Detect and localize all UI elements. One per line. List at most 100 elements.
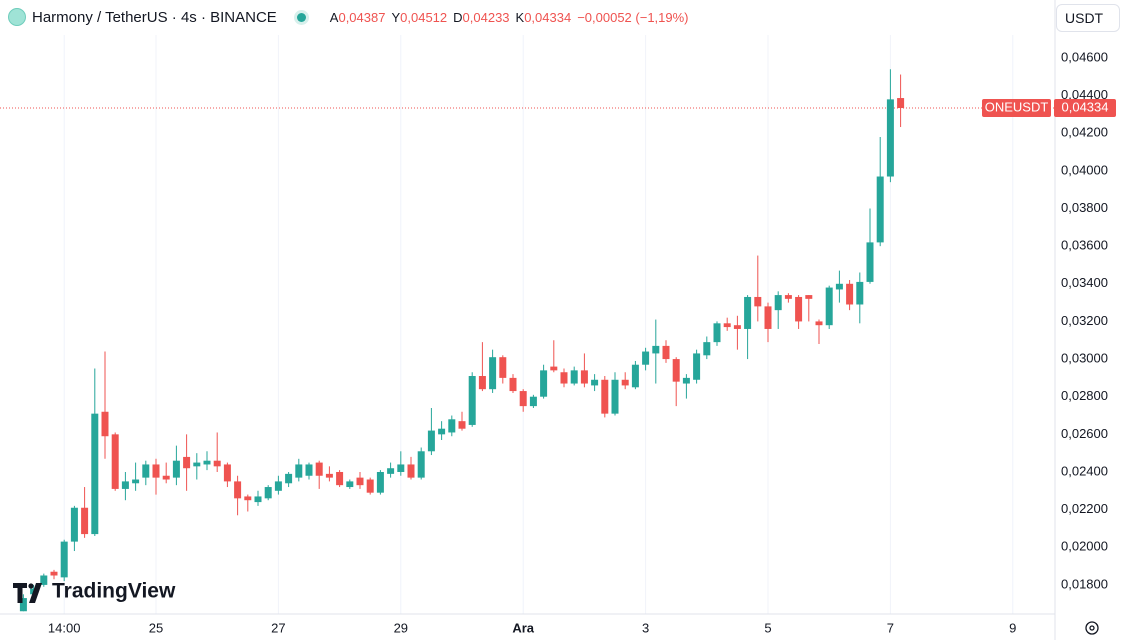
candle-body: [621, 379, 629, 386]
symbol[interactable]: Harmony / TetherUS · 4s · BINANCE: [32, 8, 277, 26]
candle-body: [81, 507, 89, 535]
candle-body: [876, 176, 884, 243]
candle-body: [529, 396, 537, 407]
candle-body: [458, 421, 466, 429]
candle-body: [19, 598, 27, 612]
currency-button[interactable]: USDT: [1056, 4, 1120, 32]
candle-body: [223, 464, 231, 482]
candle-body: [662, 345, 670, 360]
candle-body: [325, 473, 333, 478]
candle-body: [489, 357, 497, 390]
candle-body: [774, 295, 782, 311]
candle-body: [580, 370, 588, 384]
candle-body: [570, 370, 578, 384]
candle-body: [478, 376, 486, 390]
candle-body: [754, 296, 762, 307]
candle-body: [254, 496, 262, 503]
candle-body: [203, 460, 211, 465]
candle-body: [815, 321, 823, 326]
candle-body: [591, 379, 599, 386]
y-tick-label: 0,02000: [1061, 539, 1108, 554]
candle-body: [652, 345, 660, 354]
y-tick-label: 0,02200: [1061, 501, 1108, 516]
candle-body: [723, 323, 731, 328]
candle-body: [601, 379, 609, 414]
candle-body: [295, 464, 303, 478]
candle-body: [346, 481, 354, 488]
x-tick-label: 7: [887, 620, 894, 635]
y-tick-label: 0,03800: [1061, 200, 1108, 215]
candle-body: [468, 376, 476, 425]
candle-body: [305, 464, 313, 476]
candle-body: [142, 464, 150, 478]
candle-body: [448, 419, 456, 433]
candle-body: [193, 462, 201, 467]
ohlc-value: 0,04334: [524, 9, 572, 25]
candle-body: [835, 283, 843, 290]
y-tick-label: 0,02600: [1061, 426, 1108, 441]
symbol-tag-label: ONEUSDT: [985, 99, 1049, 114]
ohlc-value: 0,04233: [462, 9, 510, 25]
candle-body: [682, 377, 690, 384]
ohlc-value: 0,04512: [400, 9, 448, 25]
settings-icon[interactable]: [1085, 621, 1099, 635]
y-tick-label: 0,03600: [1061, 238, 1108, 253]
candle-body: [121, 481, 129, 489]
candle-body: [356, 477, 364, 486]
candle-body: [764, 306, 772, 329]
candle-body: [744, 296, 752, 329]
candle-body: [886, 99, 894, 177]
candle-body: [152, 464, 160, 478]
symbol-tag: [982, 99, 1051, 118]
candle-body: [376, 471, 384, 493]
ohlc-key: Y: [391, 9, 401, 25]
candle-body: [162, 475, 170, 480]
candle-body: [40, 575, 48, 585]
candle-body: [784, 295, 792, 299]
candle-body: [611, 379, 619, 414]
candle-body: [30, 588, 38, 595]
candle-body: [417, 451, 425, 478]
y-tick-label: 0,03000: [1061, 351, 1108, 366]
candle-body: [366, 479, 374, 493]
x-tick-label: 14:00: [48, 620, 81, 635]
candle-body: [672, 359, 680, 382]
candle-body: [132, 479, 140, 484]
ohlc-key: A: [329, 9, 339, 25]
candle-body: [213, 460, 221, 467]
candle-body: [733, 325, 741, 329]
x-tick-label: 29: [394, 620, 408, 635]
y-tick-label: 0,02400: [1061, 463, 1108, 478]
candle-body: [713, 323, 721, 343]
y-tick-label: 0,03400: [1061, 275, 1108, 290]
y-tick-label: 0,04400: [1061, 87, 1108, 102]
candle-body: [866, 242, 874, 282]
y-tick-label: 0,02800: [1061, 388, 1108, 403]
candle-body: [407, 464, 415, 478]
candle-body: [795, 296, 803, 322]
y-tick-label: 0,04200: [1061, 125, 1108, 140]
candle-body: [438, 428, 446, 435]
x-tick-label: 5: [764, 620, 771, 635]
brand-name: TradingView: [52, 580, 176, 603]
candle-body: [825, 287, 833, 326]
candle-body: [183, 456, 191, 469]
y-tick-label: 0,03200: [1061, 313, 1108, 328]
change: −0,00052 (−1,19%): [577, 9, 689, 25]
candle-body: [101, 411, 109, 437]
x-tick-label: 25: [149, 620, 163, 635]
candle-body: [111, 434, 119, 489]
candle-body: [519, 391, 527, 407]
candle-body: [315, 462, 323, 476]
ohlc-key: D: [453, 9, 463, 25]
legend: Harmony / TetherUS · 4s · BINANCE A 0,043…: [8, 6, 689, 28]
candle-body: [560, 372, 568, 384]
candle-body: [264, 487, 272, 499]
candle-body: [550, 366, 558, 371]
x-tick-label: Ara: [512, 620, 534, 635]
x-tick-label: 9: [1009, 620, 1016, 635]
candle-body: [509, 377, 517, 392]
market-status: [296, 12, 306, 22]
